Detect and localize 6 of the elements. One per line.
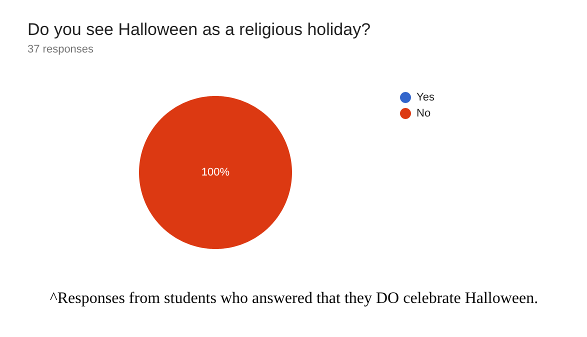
data-label: 100%: [201, 166, 230, 178]
text: ^Responses from students who answered that they DO celebrate Halloween.: [50, 290, 538, 307]
chart-subtitle: 37 responses: [28, 44, 94, 56]
chart-title: Do you see Halloween as a religious holiday?: [28, 20, 371, 39]
legend-label: No: [416, 108, 431, 120]
legend-label: Yes: [416, 92, 435, 104]
